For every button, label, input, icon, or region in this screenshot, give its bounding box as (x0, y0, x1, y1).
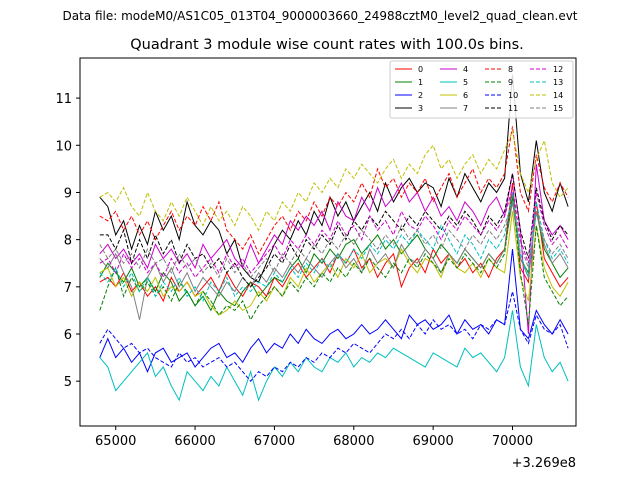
series-line-2 (99, 249, 569, 373)
series-line-7 (99, 201, 569, 320)
legend-label-6: 6 (463, 91, 468, 100)
legend-label-12: 12 (553, 65, 563, 74)
y-tick-label: 8 (64, 234, 72, 249)
legend-label-11: 11 (508, 104, 518, 113)
x-tick-label: 67000 (254, 434, 295, 449)
x-tick-label: 69000 (412, 434, 453, 449)
series-line-4 (99, 164, 569, 335)
legend-label-2: 2 (418, 91, 423, 100)
y-tick-label: 5 (64, 375, 72, 390)
series-line-14 (99, 129, 569, 232)
legend-label-0: 0 (418, 65, 423, 74)
y-tick-label: 10 (55, 139, 72, 154)
legend-label-1: 1 (418, 78, 423, 87)
y-tick-label: 9 (64, 186, 72, 201)
legend-label-7: 7 (463, 104, 468, 113)
legend-label-15: 15 (553, 104, 563, 113)
x-tick-label: 66000 (174, 434, 215, 449)
series-line-11 (99, 173, 569, 288)
x-tick-label: 70000 (492, 434, 533, 449)
series-line-10 (99, 291, 569, 382)
series-line-8 (99, 126, 569, 255)
suptitle: Data file: modeM0/AS1C05_013T04_90000036… (62, 9, 577, 23)
chart-title: Quadrant 3 module wise count rates with … (130, 37, 524, 53)
y-tick-label: 6 (64, 328, 72, 343)
legend-label-8: 8 (508, 65, 513, 74)
series-line-5 (99, 310, 569, 402)
x-tick-label: 68000 (333, 434, 374, 449)
legend-label-14: 14 (553, 91, 563, 100)
legend-box (389, 60, 574, 119)
legend-label-4: 4 (463, 65, 468, 74)
series-line-13 (99, 192, 569, 303)
legend-label-10: 10 (508, 91, 518, 100)
series-line-3 (99, 74, 569, 283)
series-line-15 (99, 199, 569, 279)
axes-frame (79, 57, 577, 427)
legend-label-13: 13 (553, 78, 563, 87)
series-line-0 (99, 182, 569, 303)
x-tick-label: 65000 (95, 434, 136, 449)
series-line-9 (99, 192, 569, 325)
y-tick-label: 7 (64, 281, 72, 296)
x-offset-label: +3.269e8 (512, 456, 576, 471)
y-tick-label: 11 (55, 92, 72, 107)
legend-label-5: 5 (463, 78, 468, 87)
legend-label-3: 3 (418, 104, 423, 113)
legend-label-9: 9 (508, 78, 513, 87)
series-line-12 (99, 187, 569, 279)
series-group (99, 74, 569, 402)
plot-area: 65000 66000 67000 68000 69000 700005678910110… (55, 57, 577, 449)
